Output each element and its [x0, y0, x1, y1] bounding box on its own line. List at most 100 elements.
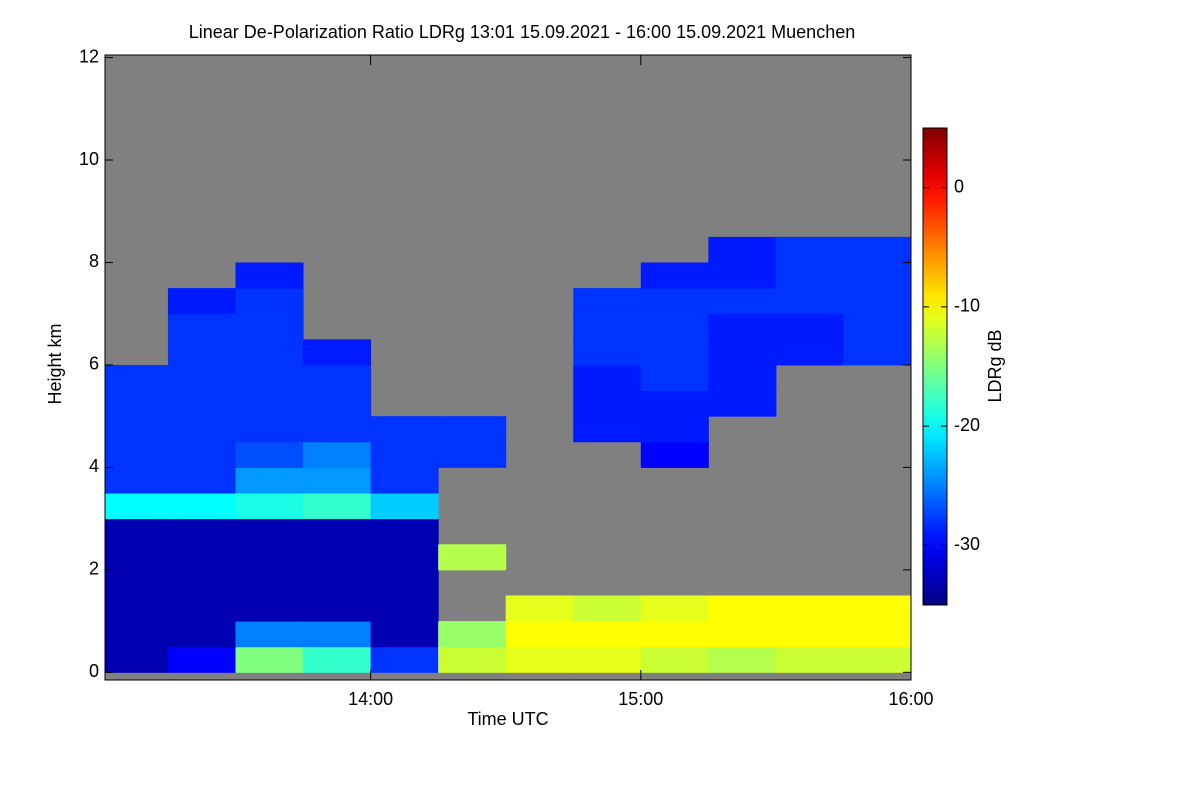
heat-cell [708, 313, 777, 340]
heat-cell [105, 493, 169, 520]
heat-cell [775, 621, 844, 648]
heat-cell [235, 646, 304, 673]
heat-cell [303, 416, 372, 443]
heat-cell [640, 262, 709, 289]
heat-cell [640, 646, 709, 673]
heat-cell [303, 441, 372, 468]
heat-cell [167, 313, 237, 340]
heat-cell [775, 595, 844, 622]
heat-cell [573, 621, 642, 648]
heat-cell [640, 390, 709, 417]
y-axis-label: Height km [45, 323, 65, 404]
heat-cell [775, 339, 844, 366]
heat-cell [438, 544, 507, 571]
colorbar-tick-label: -10 [954, 296, 980, 316]
heat-cell [235, 364, 304, 392]
heat-cell [708, 390, 777, 417]
heat-cell [303, 467, 372, 494]
heat-cell [843, 236, 911, 263]
heat-cell [235, 262, 304, 289]
heat-cell [775, 313, 844, 340]
heat-cell [370, 595, 439, 622]
heat-cell [573, 339, 642, 366]
heat-cell [235, 621, 304, 648]
heat-cell [640, 595, 709, 622]
heat-cell [167, 595, 237, 622]
colorbar-tick-label: -20 [954, 415, 980, 435]
heat-cell [573, 646, 642, 673]
heat-cell [708, 595, 777, 622]
y-tick-label: 4 [89, 456, 99, 476]
heat-cell [167, 569, 237, 596]
heat-cell [235, 569, 304, 596]
heat-cell [370, 621, 439, 648]
heat-cell [105, 441, 169, 468]
heat-cell [370, 441, 439, 468]
heat-cell [640, 339, 709, 366]
heat-cell [105, 364, 169, 392]
heat-cell [167, 339, 237, 366]
heat-cell [303, 364, 372, 392]
heat-cell [370, 646, 439, 673]
heat-cell [843, 262, 911, 289]
heat-cell [303, 621, 372, 648]
heat-cell [640, 416, 709, 443]
heat-cell [775, 646, 844, 673]
heat-cell [843, 313, 911, 340]
heat-cell [505, 621, 574, 648]
heat-cell [105, 646, 169, 673]
heat-cell [370, 416, 439, 443]
heat-cell [708, 288, 777, 315]
heat-cell [235, 493, 304, 520]
heat-cell [235, 390, 304, 417]
heat-cell [105, 518, 169, 545]
heat-cell [303, 339, 372, 366]
heat-cell [105, 416, 169, 443]
heat-cell [105, 595, 169, 622]
heat-cell [843, 621, 911, 648]
heat-cell [438, 646, 507, 673]
heat-cell [105, 569, 169, 596]
heat-cell [105, 621, 169, 648]
heat-cell [370, 493, 439, 520]
y-tick-label: 8 [89, 251, 99, 271]
heat-cell [167, 364, 237, 392]
heat-cell [843, 288, 911, 315]
heat-cell [505, 595, 574, 622]
heatmap [105, 236, 911, 673]
colorbar [922, 127, 948, 606]
heat-cell [235, 441, 304, 468]
heat-cell [235, 467, 304, 494]
x-tick-label: 15:00 [618, 689, 663, 709]
heat-cell [708, 236, 777, 263]
heat-cell [640, 441, 709, 468]
heat-cell [438, 416, 507, 443]
heat-cell [235, 544, 304, 571]
heat-cell [573, 390, 642, 417]
heat-cell [303, 595, 372, 622]
heat-cell [708, 621, 777, 648]
heat-cell [573, 595, 642, 622]
heat-cell [167, 646, 237, 673]
heat-cell [370, 518, 439, 545]
heat-cell [708, 262, 777, 289]
y-tick-label: 2 [89, 559, 99, 579]
heat-cell [235, 288, 304, 315]
heat-cell [303, 646, 372, 673]
heat-cell [105, 467, 169, 494]
heat-cell [303, 390, 372, 417]
heat-cell [167, 467, 237, 494]
heat-cell [167, 493, 237, 520]
x-tick-label: 16:00 [888, 689, 933, 709]
x-axis-label: Time UTC [467, 709, 548, 729]
heat-cell [640, 288, 709, 315]
heat-cell [370, 467, 439, 494]
heat-cell [573, 313, 642, 340]
heat-cell [438, 441, 507, 468]
y-tick-label: 6 [89, 354, 99, 374]
chart-title: Linear De-Polarization Ratio LDRg 13:01 … [189, 22, 855, 42]
heat-cell [235, 518, 304, 545]
heat-cell [640, 313, 709, 340]
heat-cell [775, 262, 844, 289]
